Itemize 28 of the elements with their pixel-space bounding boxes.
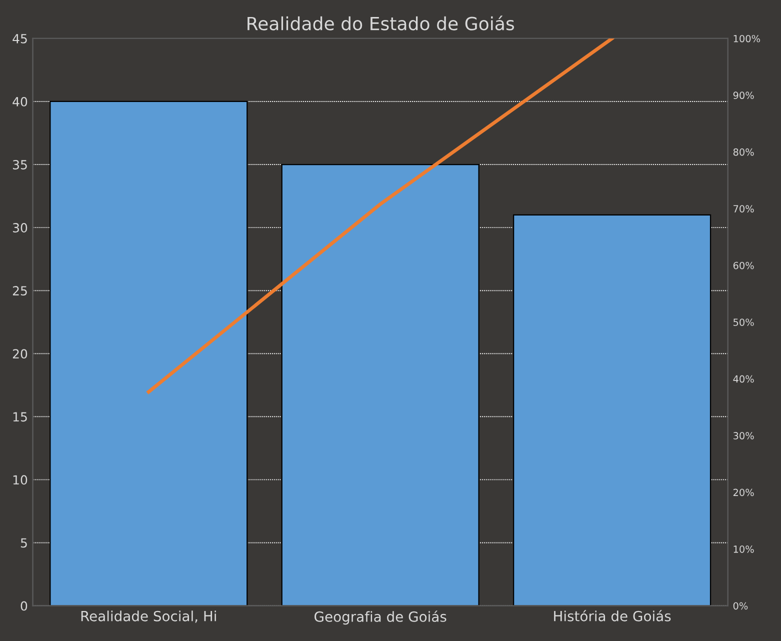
y2-tick-label: 30% (733, 432, 754, 440)
y2-tick-label: 20% (733, 488, 754, 496)
y2-tick-label: 40% (733, 375, 754, 383)
y2-tick-label: 60% (733, 262, 754, 270)
y2-tick-label: 10% (734, 545, 754, 553)
y-tick-label: 30 (12, 223, 28, 232)
x-tick-label: Geografia de Goiás (314, 610, 446, 625)
y-tick-label: 20 (12, 349, 28, 359)
bar (513, 214, 712, 606)
y-tick-label: 40 (12, 96, 28, 106)
x-tick-label: Realidade Social, Hi (81, 610, 216, 623)
y-tick-label: 35 (12, 160, 27, 170)
y2-tick-label: 100% (734, 34, 760, 42)
y2-tick-label: 90% (733, 92, 754, 100)
y2-tick-label: 70% (734, 205, 754, 212)
y-tick-label: 10 (13, 475, 28, 485)
chart-title: Realidade do Estado de Goiás (248, 16, 514, 30)
y-tick-label: 45 (12, 34, 27, 44)
bar (50, 100, 248, 606)
y2-tick-label: 80% (733, 148, 754, 156)
y2-tick-label: 0% (733, 602, 748, 610)
y-tick-label: 5 (20, 538, 27, 548)
y-tick-label: 25 (12, 286, 27, 296)
y-tick-label: 15 (13, 412, 27, 422)
x-tick-label: História de Goiás (554, 610, 671, 622)
y2-tick-label: 50% (734, 318, 754, 326)
bar (281, 164, 480, 606)
y-tick-label: 0 (20, 601, 28, 611)
